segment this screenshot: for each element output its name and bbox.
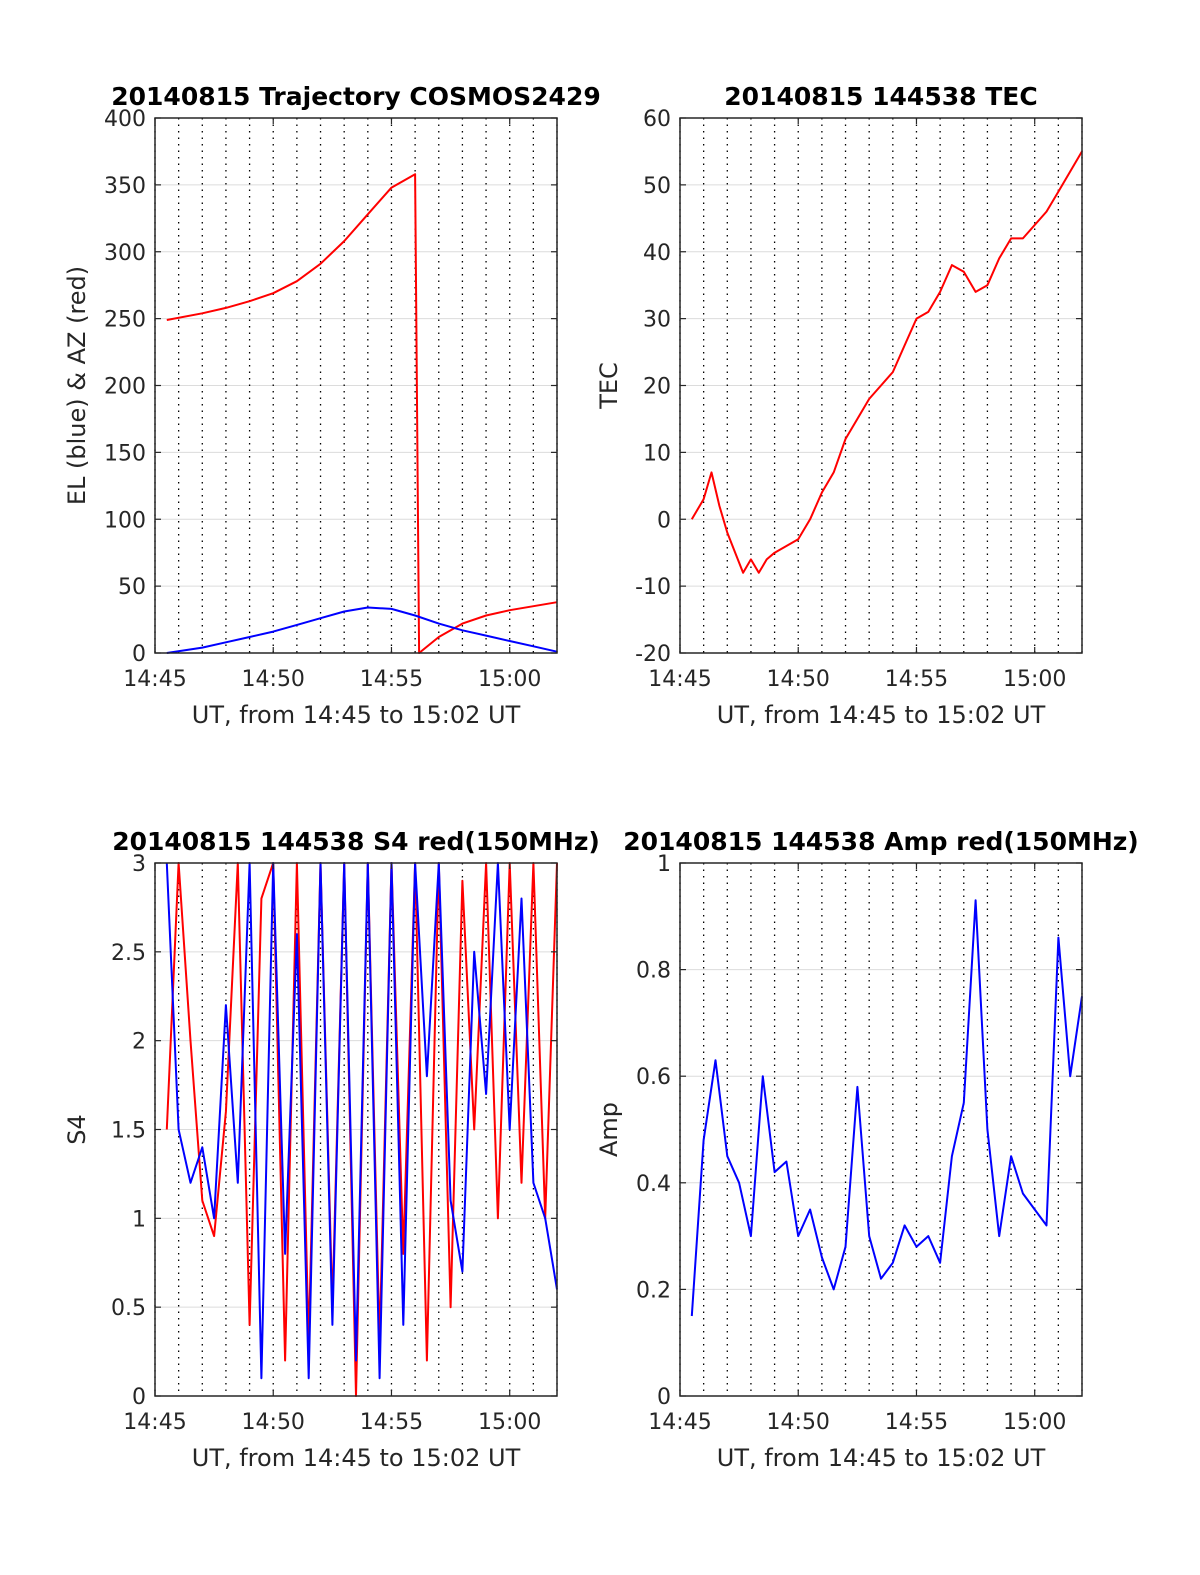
- x-axis-label: UT, from 14:45 to 15:02 UT: [717, 701, 1046, 729]
- y-tick-label: 1.5: [111, 1119, 146, 1144]
- y-axis-label: EL (blue) & AZ (red): [63, 266, 91, 505]
- x-tick-label: 14:50: [242, 1410, 305, 1435]
- series-line-1: [166, 173, 558, 654]
- x-tick-label: 14:45: [123, 667, 186, 692]
- chart-title: 20140815 144538 S4 red(150MHz): [112, 827, 600, 856]
- x-tick-label: 14:55: [885, 1410, 948, 1435]
- x-tick-label: 15:00: [1003, 1410, 1066, 1435]
- series-line-1: [690, 899, 1083, 1317]
- y-tick-label: 300: [104, 241, 146, 266]
- chart-panel-2: -20 -10 0 10 20 30 40 50 60 14:45 14:50 14:55 15:00 2…: [595, 82, 1083, 729]
- series-line-1: [690, 150, 1083, 574]
- y-tick-label: 400: [104, 107, 146, 132]
- x-tick-label: 14:50: [767, 667, 830, 692]
- y-axis-label: S4: [63, 1114, 91, 1145]
- series-line-2: [165, 862, 558, 1380]
- y-tick-label: 0: [132, 642, 146, 667]
- y-tick-label: 20: [643, 375, 671, 400]
- y-tick-label: -20: [635, 642, 671, 667]
- chart-title: 20140815 144538 TEC: [724, 82, 1037, 111]
- x-tick-label: 14:55: [885, 667, 948, 692]
- x-axis-label: UT, from 14:45 to 15:02 UT: [192, 701, 521, 729]
- chart-title: 20140815 Trajectory COSMOS2429: [111, 82, 601, 111]
- x-tick-label: 14:50: [242, 667, 305, 692]
- axes-box: [679, 862, 1083, 1397]
- y-tick-label: 1: [657, 852, 671, 877]
- y-tick-label: 40: [643, 241, 671, 266]
- plot-area: [680, 863, 1082, 1396]
- x-tick-label: 15:00: [1003, 667, 1066, 692]
- y-tick-label: 50: [643, 174, 671, 199]
- x-axis-label: UT, from 14:45 to 15:02 UT: [717, 1444, 1046, 1472]
- y-tick-label: 200: [104, 375, 146, 400]
- y-tick-label: 0.5: [111, 1296, 146, 1321]
- x-tick-label: 14:45: [123, 1410, 186, 1435]
- y-tick-label: 0.6: [636, 1065, 671, 1090]
- chart-title: 20140815 144538 Amp red(150MHz): [623, 827, 1139, 856]
- y-tick-label: 50: [118, 575, 146, 600]
- x-tick-label: 15:00: [478, 1410, 541, 1435]
- y-tick-label: 0.8: [636, 959, 671, 984]
- chart-panel-4: 0 0.2 0.4 0.6 0.8 1 14:45 14:50 14:55 15:00 201408…: [595, 827, 1139, 1472]
- y-tick-label: 1: [132, 1207, 146, 1232]
- x-tick-label: 14:55: [360, 1410, 423, 1435]
- y-tick-label: 350: [104, 174, 146, 199]
- y-tick-label: 2.5: [111, 941, 146, 966]
- y-axis-label: TEC: [595, 362, 623, 410]
- y-tick-label: 60: [643, 107, 671, 132]
- y-tick-label: 250: [104, 308, 146, 333]
- y-tick-label: 0.2: [636, 1278, 671, 1303]
- series-line-2: [166, 606, 558, 654]
- y-tick-label: 0.4: [636, 1172, 671, 1197]
- y-tick-label: 0: [657, 508, 671, 533]
- y-tick-label: 0: [657, 1385, 671, 1410]
- y-tick-label: 10: [643, 441, 671, 466]
- x-tick-label: 15:00: [478, 667, 541, 692]
- y-tick-label: 3: [132, 852, 146, 877]
- y-tick-label: 2: [132, 1030, 146, 1055]
- x-tick-label: 14:45: [648, 1410, 711, 1435]
- x-axis-label: UT, from 14:45 to 15:02 UT: [192, 1444, 521, 1472]
- chart-panel-3: 0 0.5 1 1.5 2 2.5 3 14:45 14:50 14:55 15:00 2014081…: [63, 827, 600, 1472]
- y-tick-label: -10: [635, 575, 671, 600]
- y-tick-label: 30: [643, 308, 671, 333]
- y-tick-label: 150: [104, 441, 146, 466]
- x-tick-label: 14:55: [360, 667, 423, 692]
- x-tick-label: 14:45: [648, 667, 711, 692]
- x-tick-label: 14:50: [767, 1410, 830, 1435]
- y-tick-label: 0: [132, 1385, 146, 1410]
- y-tick-label: 100: [104, 508, 146, 533]
- y-axis-label: Amp: [595, 1102, 623, 1157]
- chart-panel-1: 0 50 100 150 200 250 300 350 400 14:45 14:50 14:55 1…: [63, 82, 601, 729]
